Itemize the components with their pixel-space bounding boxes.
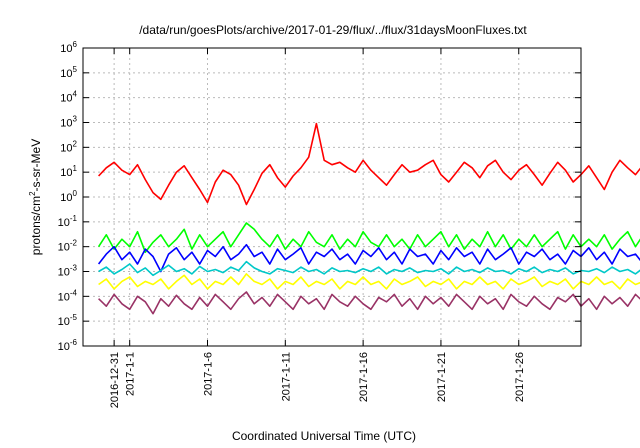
series-line xyxy=(98,260,640,277)
y-tick-label-exp: -2 xyxy=(70,239,78,248)
y-tick-label-exp: 5 xyxy=(73,65,78,74)
series-line xyxy=(98,273,640,290)
y-tick-label: 106 xyxy=(60,40,77,55)
x-axis-ticks: 2016-12-31 2017-1-1 2017-1-6 2017-1-11 2017-… xyxy=(109,48,526,408)
chart-title: /data/run/goesPlots/archive/2017-01-29/f… xyxy=(139,23,527,37)
y-tick-label-exp: 4 xyxy=(73,90,78,99)
y-tick-label: 10-4 xyxy=(58,288,78,303)
x-tick-label: 2017-1-11 xyxy=(280,352,292,401)
y-tick-label-base: 10 xyxy=(60,167,72,179)
y-tick-label: 103 xyxy=(60,115,77,130)
y-tick-label-exp: -1 xyxy=(70,214,78,223)
y-axis-label-base: protons/cm xyxy=(29,196,43,255)
y-tick-label: 105 xyxy=(60,65,77,80)
y-tick-label-base: 10 xyxy=(58,291,70,303)
y-tick-label-base: 10 xyxy=(58,267,70,279)
x-tick-label: 2017-1-21 xyxy=(436,352,448,402)
y-tick-label: 10-1 xyxy=(58,214,78,229)
y-tick-label-base: 10 xyxy=(60,118,72,130)
y-tick-label: 10-5 xyxy=(58,313,78,328)
y-tick-label-exp: -4 xyxy=(70,288,78,297)
y-tick-label: 10-2 xyxy=(58,239,78,254)
y-tick-label-base: 10 xyxy=(60,192,72,204)
x-tick-label: 2017-1-1 xyxy=(125,352,137,396)
y-tick-label-base: 10 xyxy=(60,93,72,105)
y-tick-label-exp: 3 xyxy=(73,115,78,124)
y-tick-label-base: 10 xyxy=(58,242,70,254)
x-tick-label: 2016-12-31 xyxy=(109,352,121,408)
series-line xyxy=(98,291,640,315)
y-tick-label-exp: 0 xyxy=(73,189,78,198)
x-tick-label: 2017-1-16 xyxy=(358,352,370,402)
y-tick-label-base: 10 xyxy=(58,341,70,353)
y-tick-label-base: 10 xyxy=(60,68,72,80)
y-tick-label: 100 xyxy=(60,189,77,204)
y-axis-label-sup: 2 xyxy=(28,191,37,196)
series-line xyxy=(97,222,640,253)
y-tick-label-base: 10 xyxy=(58,316,70,328)
y-tick-label-exp: -3 xyxy=(70,264,78,273)
y-tick-label: 102 xyxy=(60,139,77,154)
y-axis-label: protons/cm2-s-sr-MeV xyxy=(28,139,43,255)
y-tick-label-exp: 2 xyxy=(73,139,78,148)
y-axis-label-rest: -s-sr-MeV xyxy=(29,139,43,192)
y-tick-label-base: 10 xyxy=(58,217,70,229)
y-tick-label-exp: -5 xyxy=(70,313,78,322)
y-tick-label: 10-6 xyxy=(58,338,78,353)
y-tick-label-exp: 6 xyxy=(73,40,78,49)
y-tick-label-base: 10 xyxy=(60,142,72,154)
x-tick-label: 2017-1-6 xyxy=(203,352,215,396)
y-tick-label: 101 xyxy=(60,164,77,179)
y-tick-label-base: 10 xyxy=(60,43,72,55)
y-tick-label-exp: -6 xyxy=(70,338,78,347)
x-tick-label: 2017-1-26 xyxy=(514,352,526,402)
y-tick-label-exp: 1 xyxy=(73,164,78,173)
y-tick-label: 10-3 xyxy=(58,264,78,279)
x-axis-label: Coordinated Universal Time (UTC) xyxy=(232,429,416,443)
series-line xyxy=(98,122,640,206)
series-line xyxy=(97,243,640,273)
data-series xyxy=(97,122,640,315)
y-tick-label: 104 xyxy=(60,90,77,105)
y-axis-ticks: 10610510410310210110010-110-210-310-410-… xyxy=(58,40,581,353)
